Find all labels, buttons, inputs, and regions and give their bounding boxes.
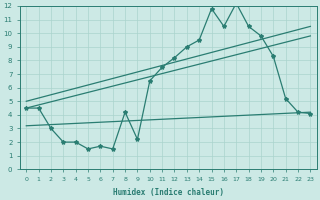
- X-axis label: Humidex (Indice chaleur): Humidex (Indice chaleur): [113, 188, 224, 197]
